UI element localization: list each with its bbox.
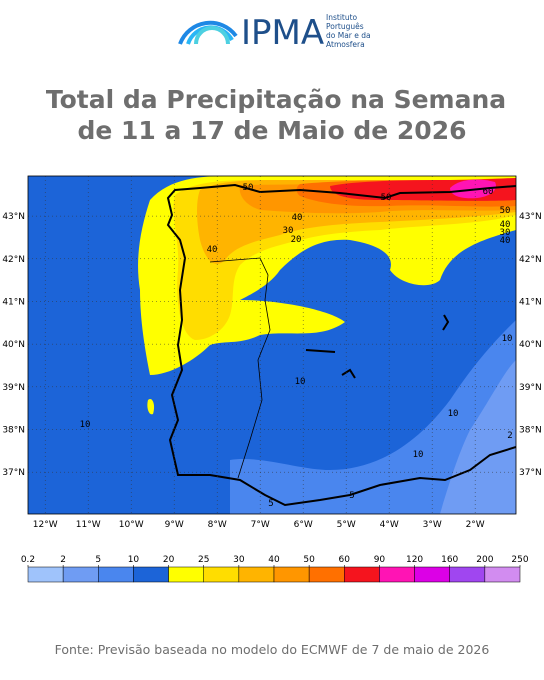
y-tick-label: 38°N (2, 426, 25, 436)
x-tick-label: 6°W (294, 520, 313, 530)
y-tick-label: 37°N (2, 468, 25, 478)
colorbar-swatch (98, 566, 134, 583)
colorbar-swatch (168, 566, 204, 583)
map-frame (27, 175, 517, 515)
colorbar-label: 60 (339, 555, 351, 565)
contour-label: 40 (500, 220, 511, 230)
y-tick-label: 43°N (519, 212, 542, 222)
contour-label: 10 (80, 420, 91, 430)
y-tick-label: 40°N (519, 340, 542, 350)
contour-label: 60 (483, 187, 494, 197)
title: de 11 a 17 de Maio de 2026 (77, 116, 466, 145)
colorbar-swatch (238, 566, 275, 583)
colorbar-swatch (449, 566, 486, 583)
colorbar-label: 20 (163, 555, 175, 565)
x-tick-label: 7°W (251, 520, 270, 530)
contour-label: 20 (291, 235, 302, 245)
colorbar-swatch (379, 566, 415, 583)
logo-icon (178, 20, 238, 45)
contour-label: 50 (381, 193, 392, 203)
colorbar-label: 90 (374, 555, 386, 565)
x-tick-label: 5°W (337, 520, 356, 530)
y-tick-label: 41°N (519, 297, 542, 307)
colorbar-label: 10 (128, 555, 140, 565)
x-tick-label: 8°W (208, 520, 227, 530)
y-tick-label: 42°N (2, 255, 25, 265)
colorbar-label: 200 (476, 555, 493, 565)
colorbar-label: 160 (441, 555, 458, 565)
colorbar-swatch (344, 566, 380, 583)
colorbar-swatch (414, 566, 450, 583)
colorbar-swatch (62, 566, 99, 583)
colorbar-label: 25 (198, 555, 209, 565)
contour-label: 40 (500, 236, 511, 246)
colorbar-label: 0.2 (21, 555, 35, 565)
colorbar-label: 250 (511, 555, 528, 565)
y-tick-label: 43°N (2, 212, 25, 222)
contour-label: 30 (500, 228, 511, 238)
contour-label: 10 (448, 409, 459, 419)
contour-label: 40 (292, 213, 303, 223)
logo-subtitle: Português (326, 22, 364, 31)
y-tick-label: 38°N (519, 426, 542, 436)
contour-label: 5 (349, 491, 354, 501)
colorbar-label: 120 (406, 555, 423, 565)
logo-subtitle: Instituto (326, 13, 358, 22)
x-tick-label: 12°W (33, 520, 58, 530)
x-tick-label: 10°W (119, 520, 144, 530)
contour-label: 10 (295, 377, 306, 387)
y-tick-label: 42°N (519, 255, 542, 265)
colorbar-swatch (308, 566, 345, 583)
colorbar-swatch (133, 566, 169, 583)
x-tick-label: 3°W (423, 520, 442, 530)
map-grid (28, 176, 516, 514)
colorbar-label: 30 (233, 555, 245, 565)
logo-subtitle: do Mar e da (326, 31, 371, 40)
y-tick-label: 39°N (519, 383, 542, 393)
contour-label: 10 (502, 334, 513, 344)
colorbar-swatch (27, 566, 64, 583)
colorbar-swatch (203, 566, 240, 583)
contour-label: 30 (283, 226, 294, 236)
contour-label: 50 (243, 183, 254, 193)
logo-subtitle: Atmosfera (326, 40, 365, 49)
contour-label: 10 (413, 450, 424, 460)
title: Total da Precipitação na Semana (46, 85, 506, 114)
x-tick-label: 11°W (76, 520, 101, 530)
y-tick-label: 37°N (519, 468, 542, 478)
y-tick-label: 39°N (2, 383, 25, 393)
colorbar-swatch (273, 566, 310, 583)
colorbar-label: 50 (303, 555, 315, 565)
colorbar-label: 40 (268, 555, 280, 565)
x-tick-label: 4°W (380, 520, 399, 530)
colorbar-swatch (484, 566, 521, 583)
contour-label: 50 (500, 206, 511, 216)
y-tick-label: 40°N (2, 340, 25, 350)
contour-label: 5 (268, 499, 273, 509)
logo-text: IPMA (241, 13, 324, 53)
colorbar-label: 5 (95, 555, 101, 565)
contour-label: 40 (207, 245, 218, 255)
x-tick-label: 9°W (165, 520, 184, 530)
colorbar-label: 2 (60, 555, 66, 565)
y-tick-label: 41°N (2, 297, 25, 307)
x-tick-label: 2°W (466, 520, 485, 530)
contour-label: 2 (507, 431, 512, 441)
precipitation-field (28, 176, 516, 514)
footer: Fonte: Previsão baseada no modelo do ECM… (55, 642, 490, 657)
